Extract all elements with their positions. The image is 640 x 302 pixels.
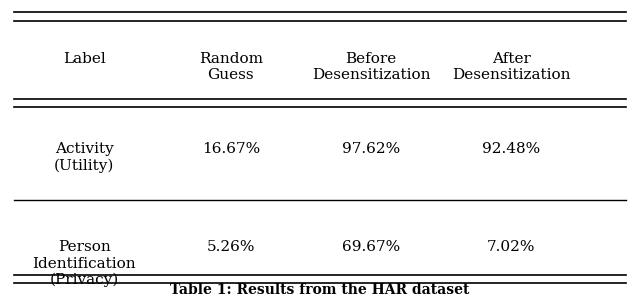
Text: 7.02%: 7.02% — [487, 240, 536, 255]
Text: Before
Desensitization: Before Desensitization — [312, 52, 430, 82]
Text: Random
Guess: Random Guess — [199, 52, 263, 82]
Text: Activity
(Utility): Activity (Utility) — [54, 142, 115, 172]
Text: Table 1: Results from the HAR dataset: Table 1: Results from the HAR dataset — [170, 283, 470, 297]
Text: 69.67%: 69.67% — [342, 240, 400, 255]
Text: 16.67%: 16.67% — [202, 142, 260, 156]
Text: After
Desensitization: After Desensitization — [452, 52, 570, 82]
Text: 92.48%: 92.48% — [482, 142, 540, 156]
Text: 97.62%: 97.62% — [342, 142, 400, 156]
Text: Label: Label — [63, 52, 106, 66]
Text: 5.26%: 5.26% — [207, 240, 255, 255]
Text: Person
Identification
(Privacy): Person Identification (Privacy) — [33, 240, 136, 287]
